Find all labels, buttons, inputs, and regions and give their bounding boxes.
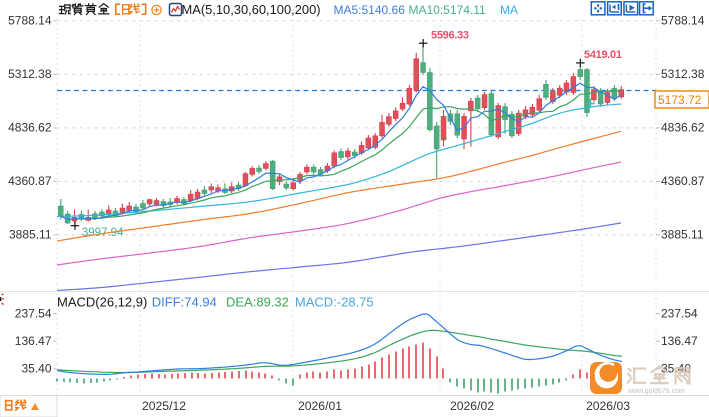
svg-text:2026/02: 2026/02 (450, 399, 494, 413)
svg-text:5312.38: 5312.38 (661, 67, 705, 81)
svg-text:5419.01: 5419.01 (584, 49, 622, 61)
svg-text:5312.38: 5312.38 (8, 67, 52, 81)
svg-text:2026/03: 2026/03 (586, 399, 630, 413)
svg-text:4360.87: 4360.87 (8, 174, 52, 188)
svg-text:35.40: 35.40 (21, 362, 51, 376)
svg-text:4836.62: 4836.62 (8, 121, 52, 135)
svg-text:MA10:5174.11: MA10:5174.11 (409, 3, 486, 17)
svg-text:MACD:-28.75: MACD:-28.75 (295, 295, 374, 310)
svg-text:MA: MA (500, 3, 518, 17)
svg-text:136.47: 136.47 (15, 334, 52, 348)
svg-text:237.54: 237.54 (15, 306, 52, 320)
svg-text:5596.33: 5596.33 (431, 30, 469, 42)
svg-text:4360.87: 4360.87 (661, 174, 705, 188)
svg-text:MA(5,10,30,60,100,200): MA(5,10,30,60,100,200) (182, 2, 321, 17)
svg-text:5788.14: 5788.14 (661, 14, 705, 28)
svg-text:MACD(26,12,9): MACD(26,12,9) (57, 295, 147, 310)
svg-text:5173.72: 5173.72 (658, 93, 702, 107)
svg-text:3885.11: 3885.11 (9, 228, 52, 242)
svg-text:4836.62: 4836.62 (661, 121, 705, 135)
svg-text:5788.14: 5788.14 (8, 14, 52, 28)
svg-text:3885.11: 3885.11 (661, 228, 704, 242)
svg-text:www.gold678.com: www.gold678.com (627, 388, 685, 395)
svg-text:2025/12: 2025/12 (142, 399, 186, 413)
svg-text:MA5:5140.66: MA5:5140.66 (334, 3, 406, 17)
svg-text:2026/01: 2026/01 (298, 399, 342, 413)
svg-text:DEA:89.32: DEA:89.32 (226, 295, 289, 310)
svg-text:DIFF:74.94: DIFF:74.94 (152, 295, 217, 310)
svg-text:237.54: 237.54 (661, 306, 698, 320)
svg-text:136.47: 136.47 (661, 334, 698, 348)
